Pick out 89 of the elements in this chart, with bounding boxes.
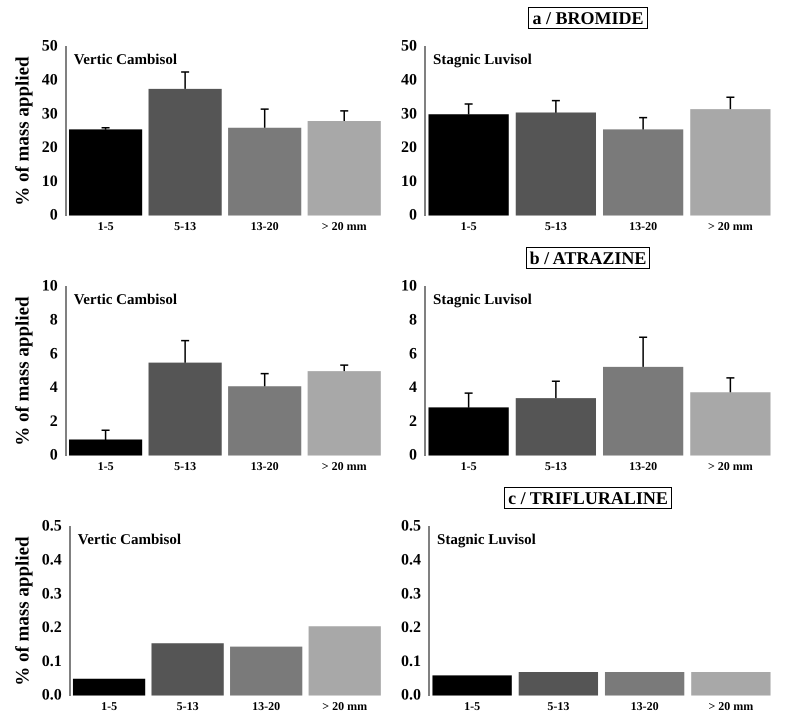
y-tick-label: 6: [50, 345, 58, 362]
bar: [308, 626, 381, 696]
x-tick-label: 5-13: [547, 698, 570, 713]
y-tick-label: 0.3: [42, 585, 62, 602]
bar: [148, 362, 222, 456]
chart-subtitle: Vertic Cambisol: [74, 292, 177, 308]
chart-subtitle: Vertic Cambisol: [78, 532, 181, 548]
y-tick-label: 0: [409, 446, 417, 464]
chart-subtitle: Stagnic Luvisol: [433, 52, 532, 68]
y-tick-label: 10: [401, 278, 417, 295]
y-tick-label: 4: [50, 379, 58, 396]
x-tick-label: 1-5: [98, 218, 114, 233]
x-tick-label: 13-20: [250, 218, 279, 233]
y-tick-label: 2: [50, 412, 58, 430]
bar: [228, 128, 302, 216]
x-tick-label: 13-20: [250, 458, 279, 473]
chart-subtitle: Stagnic Luvisol: [433, 292, 532, 308]
bar: [308, 120, 381, 216]
bar: [230, 646, 302, 696]
y-tick-label: 10: [401, 172, 417, 190]
y-tick-label: 40: [42, 72, 58, 89]
x-tick-label: 13-20: [252, 698, 280, 713]
x-tick-label: 5-13: [174, 218, 196, 233]
y-tick-label: 30: [42, 105, 58, 122]
chart-subtitle: Vertic Cambisol: [74, 52, 177, 68]
x-tick-label: 1-5: [98, 458, 114, 473]
y-tick-label: 0.3: [401, 585, 421, 602]
y-tick-label: 0.2: [42, 619, 62, 636]
y-tick-label: 10: [42, 278, 58, 295]
x-tick-label: 5-13: [176, 698, 199, 713]
chart-title: b / ATRAZINE: [526, 247, 650, 269]
bar: [308, 371, 381, 456]
x-tick-label: 1-5: [460, 218, 477, 233]
y-tick-label: 0.1: [401, 652, 421, 670]
x-tick-label: 13-20: [629, 458, 658, 473]
x-tick-label: > 20 mm: [322, 218, 367, 233]
x-tick-label: 1-5: [464, 698, 480, 713]
y-tick-label: 50: [42, 38, 58, 55]
x-tick-label: 13-20: [629, 218, 658, 233]
x-tick-label: > 20 mm: [708, 218, 753, 233]
y-tick-label: 0: [50, 206, 58, 224]
bar: [72, 678, 146, 696]
y-tick-label: 6: [409, 345, 417, 362]
y-tick-label: 4: [409, 379, 417, 396]
y-tick-label: 30: [401, 105, 417, 122]
x-tick-label: 5-13: [544, 458, 567, 473]
y-tick-label: 0.5: [401, 518, 421, 535]
bar: [68, 129, 142, 216]
bar: [516, 112, 596, 216]
y-tick-label: 0.4: [401, 552, 421, 569]
bar: [228, 386, 302, 456]
y-tick-label: 0.0: [401, 686, 421, 704]
y-tick-label: 0: [409, 206, 417, 224]
chart-title: a / BROMIDE: [528, 7, 648, 29]
x-tick-label: 13-20: [630, 698, 659, 713]
y-tick-label: 0.0: [42, 686, 62, 704]
x-tick-label: > 20 mm: [708, 698, 754, 713]
y-tick-label: 20: [401, 139, 417, 156]
bar: [148, 88, 222, 216]
bar: [602, 129, 684, 216]
chart-subtitle: Stagnic Luvisol: [437, 532, 536, 548]
bar: [516, 398, 596, 456]
bar: [690, 392, 771, 456]
y-axis-title: % of mass applied: [12, 296, 34, 446]
bar: [602, 366, 684, 456]
y-axis-title: % of mass applied: [12, 536, 34, 686]
y-tick-label: 0.1: [42, 652, 62, 670]
y-tick-label: 0.5: [42, 518, 62, 535]
y-tick-label: 0: [50, 446, 58, 464]
y-tick-label: 2: [409, 412, 417, 430]
y-tick-label: 40: [401, 72, 417, 89]
bar: [151, 643, 224, 696]
x-tick-label: 5-13: [544, 218, 567, 233]
x-tick-label: 1-5: [101, 698, 118, 713]
x-tick-label: 1-5: [460, 458, 477, 473]
y-tick-label: 0.2: [401, 619, 421, 636]
x-tick-label: 5-13: [174, 458, 196, 473]
x-tick-label: > 20 mm: [708, 458, 753, 473]
y-tick-label: 0.4: [42, 552, 62, 569]
chart-title: c / TRIFLURALINE: [504, 487, 672, 509]
y-tick-label: 8: [50, 312, 58, 329]
x-tick-label: > 20 mm: [322, 698, 368, 713]
y-axis-title: % of mass applied: [12, 56, 34, 206]
bar: [690, 109, 771, 216]
y-tick-label: 50: [401, 38, 417, 55]
y-tick-label: 20: [42, 139, 58, 156]
y-tick-label: 10: [42, 172, 58, 190]
y-tick-label: 8: [409, 312, 417, 329]
x-tick-label: > 20 mm: [322, 458, 367, 473]
